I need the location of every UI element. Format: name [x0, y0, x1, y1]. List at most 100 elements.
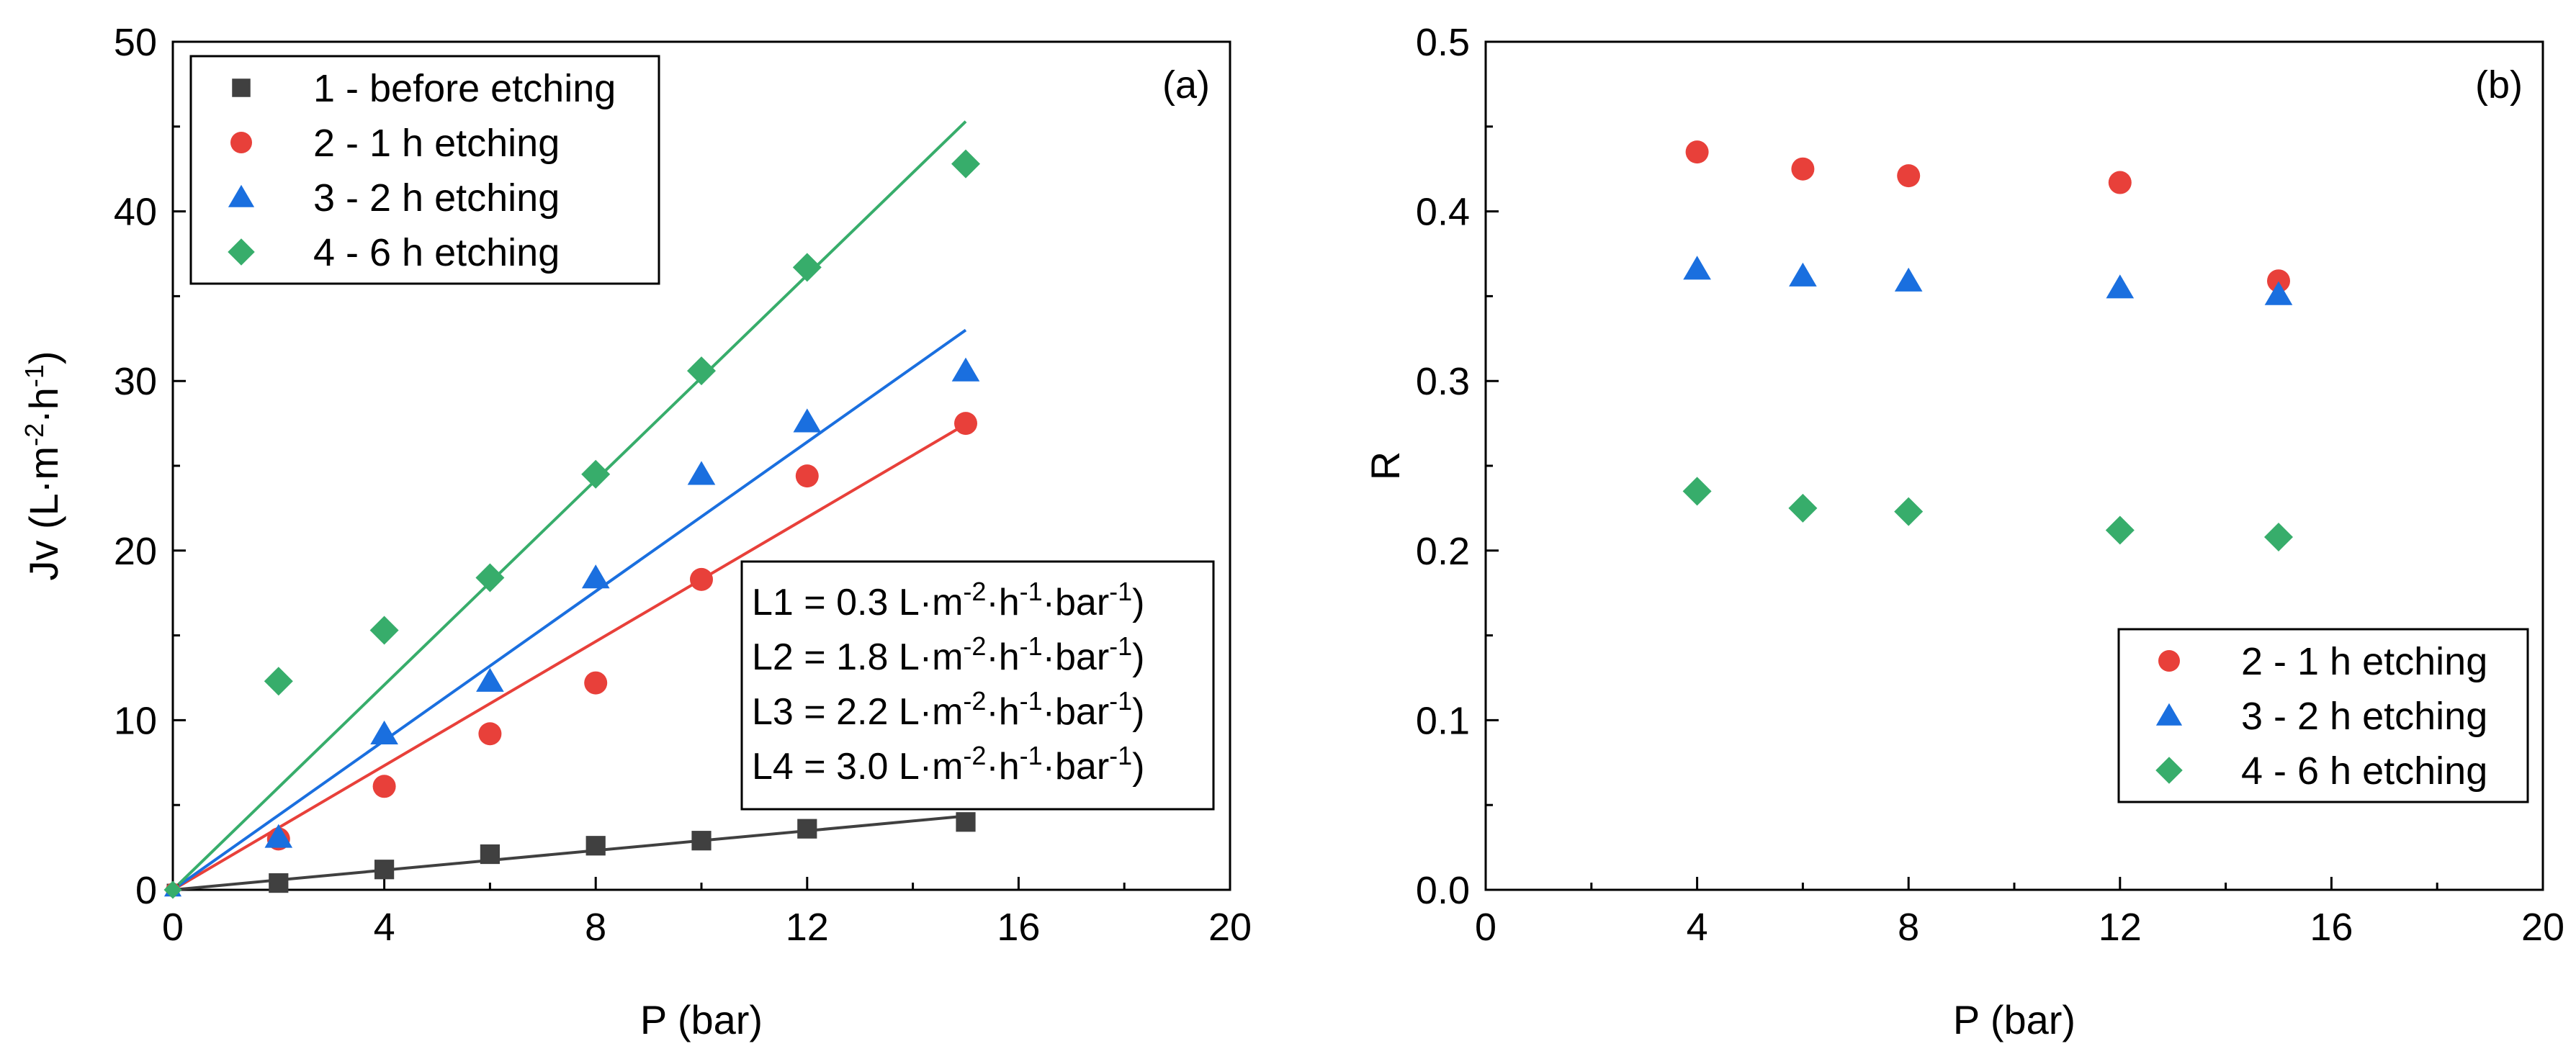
- superscript: -1: [1109, 686, 1132, 716]
- legend-entry: 3 - 2 h etching: [2241, 695, 2487, 738]
- legend-marker: [2155, 703, 2183, 726]
- superscript: -1: [1020, 741, 1043, 770]
- data-point: [2106, 274, 2135, 299]
- y-tick-label: 50: [114, 21, 157, 64]
- y-axis-title: R: [1363, 451, 1408, 480]
- legend-entry: 4 - 6 h etching: [2241, 749, 2487, 793]
- fit-annotation: L1 = 0.3 L·m-2·h-1·bar-1): [752, 577, 1145, 624]
- text-run: Jv (L·m: [21, 446, 66, 581]
- text-run: ·bar: [1043, 582, 1109, 623]
- data-point: [581, 564, 610, 589]
- text-run: ): [1132, 691, 1144, 733]
- y-tick-label: 0.5: [1416, 21, 1470, 64]
- text-run: L3 = 2.2 L·m: [752, 691, 963, 733]
- superscript: -1: [1109, 577, 1132, 606]
- x-tick-label: 8: [1898, 906, 1919, 949]
- data-point: [370, 720, 398, 744]
- superscript: -1: [19, 364, 49, 387]
- superscript: -2: [963, 686, 986, 716]
- superscript: -2: [963, 577, 986, 606]
- text-run: ·h: [986, 636, 1019, 678]
- data-point: [478, 722, 502, 746]
- fit-annotation: L4 = 3.0 L·m-2·h-1·bar-1): [752, 741, 1145, 788]
- text-run: ·bar: [1043, 691, 1109, 733]
- data-point: [1683, 256, 1711, 280]
- legend-entry: 4 - 6 h etching: [313, 231, 560, 274]
- fit-line: [171, 328, 967, 891]
- data-point: [1682, 477, 1712, 506]
- data-point: [797, 819, 817, 839]
- x-tick-label: 16: [2310, 906, 2353, 949]
- data-point: [954, 412, 977, 436]
- text-run: ): [1132, 746, 1144, 788]
- data-point: [480, 844, 500, 865]
- superscript: -1: [1020, 631, 1043, 661]
- superscript: -2: [963, 631, 986, 661]
- data-point: [793, 408, 822, 433]
- data-point: [1791, 157, 1815, 181]
- legend-entry: 1 - before etching: [313, 67, 616, 110]
- legend-entry: 2 - 1 h etching: [313, 122, 560, 165]
- series-1: [166, 812, 976, 896]
- x-tick-label: 12: [786, 906, 829, 949]
- data-point: [1894, 497, 1924, 526]
- series-1: [1685, 140, 2290, 293]
- text-run: ): [1132, 582, 1144, 623]
- y-axis-title: Jv (L·m-2·h-1): [19, 351, 67, 580]
- superscript: -1: [1020, 686, 1043, 716]
- data-point: [1897, 164, 1921, 188]
- data-point: [2108, 171, 2132, 194]
- data-point: [956, 812, 976, 832]
- x-tick-label: 20: [2521, 906, 2564, 949]
- data-point: [1685, 140, 1709, 164]
- superscript: -1: [1109, 631, 1132, 661]
- data-point: [2264, 281, 2293, 305]
- fit-line: [171, 423, 967, 891]
- legend-box: [189, 55, 660, 285]
- x-tick-label: 8: [585, 906, 606, 949]
- text-run: ): [1132, 636, 1144, 678]
- data-point: [264, 667, 293, 696]
- superscript: -1: [1109, 741, 1132, 770]
- fit-line: [172, 814, 966, 891]
- data-point: [691, 831, 712, 851]
- panel-label: (b): [2475, 63, 2523, 107]
- data-point: [584, 671, 608, 695]
- text-run: L1 = 0.3 L·m: [752, 582, 963, 623]
- legend-marker: [228, 238, 255, 266]
- origin-point: [163, 880, 182, 899]
- panel-label: (a): [1162, 63, 1210, 107]
- data-point: [475, 563, 505, 592]
- data-point: [374, 860, 395, 880]
- data-point: [690, 567, 713, 591]
- y-tick-label: 0.1: [1416, 699, 1470, 742]
- data-point: [951, 149, 980, 179]
- x-axis-title: P (bar): [640, 997, 763, 1042]
- data-point: [1789, 262, 1817, 287]
- data-point: [792, 253, 822, 282]
- data-point: [476, 667, 504, 692]
- y-tick-label: 0.4: [1416, 191, 1470, 234]
- y-tick-label: 0: [135, 869, 157, 912]
- text-run: ·h: [21, 387, 66, 423]
- data-point: [2267, 269, 2290, 293]
- data-point: [269, 873, 289, 893]
- legend-entry: 2 - 1 h etching: [2241, 640, 2487, 683]
- superscript: -2: [963, 741, 986, 770]
- y-tick-label: 20: [114, 530, 157, 573]
- series-2: [1683, 256, 2293, 305]
- text-run: ·bar: [1043, 636, 1109, 678]
- data-point: [951, 357, 980, 382]
- data-point: [2105, 515, 2135, 545]
- data-point: [1894, 267, 1923, 292]
- data-point: [795, 464, 819, 488]
- chart-panel-b: 0 4 8 12 16 20 0.0 0.1 0.2 0.3 0.4 0.5 P (bar) R (b) 2 …: [1363, 21, 2564, 1042]
- data-point: [1788, 493, 1818, 523]
- text-run: L4 = 3.0 L·m: [752, 746, 963, 788]
- text-run: L2 = 1.8 L·m: [752, 636, 963, 678]
- x-axis-title: P (bar): [1953, 997, 2075, 1042]
- x-tick-label: 4: [1687, 906, 1708, 949]
